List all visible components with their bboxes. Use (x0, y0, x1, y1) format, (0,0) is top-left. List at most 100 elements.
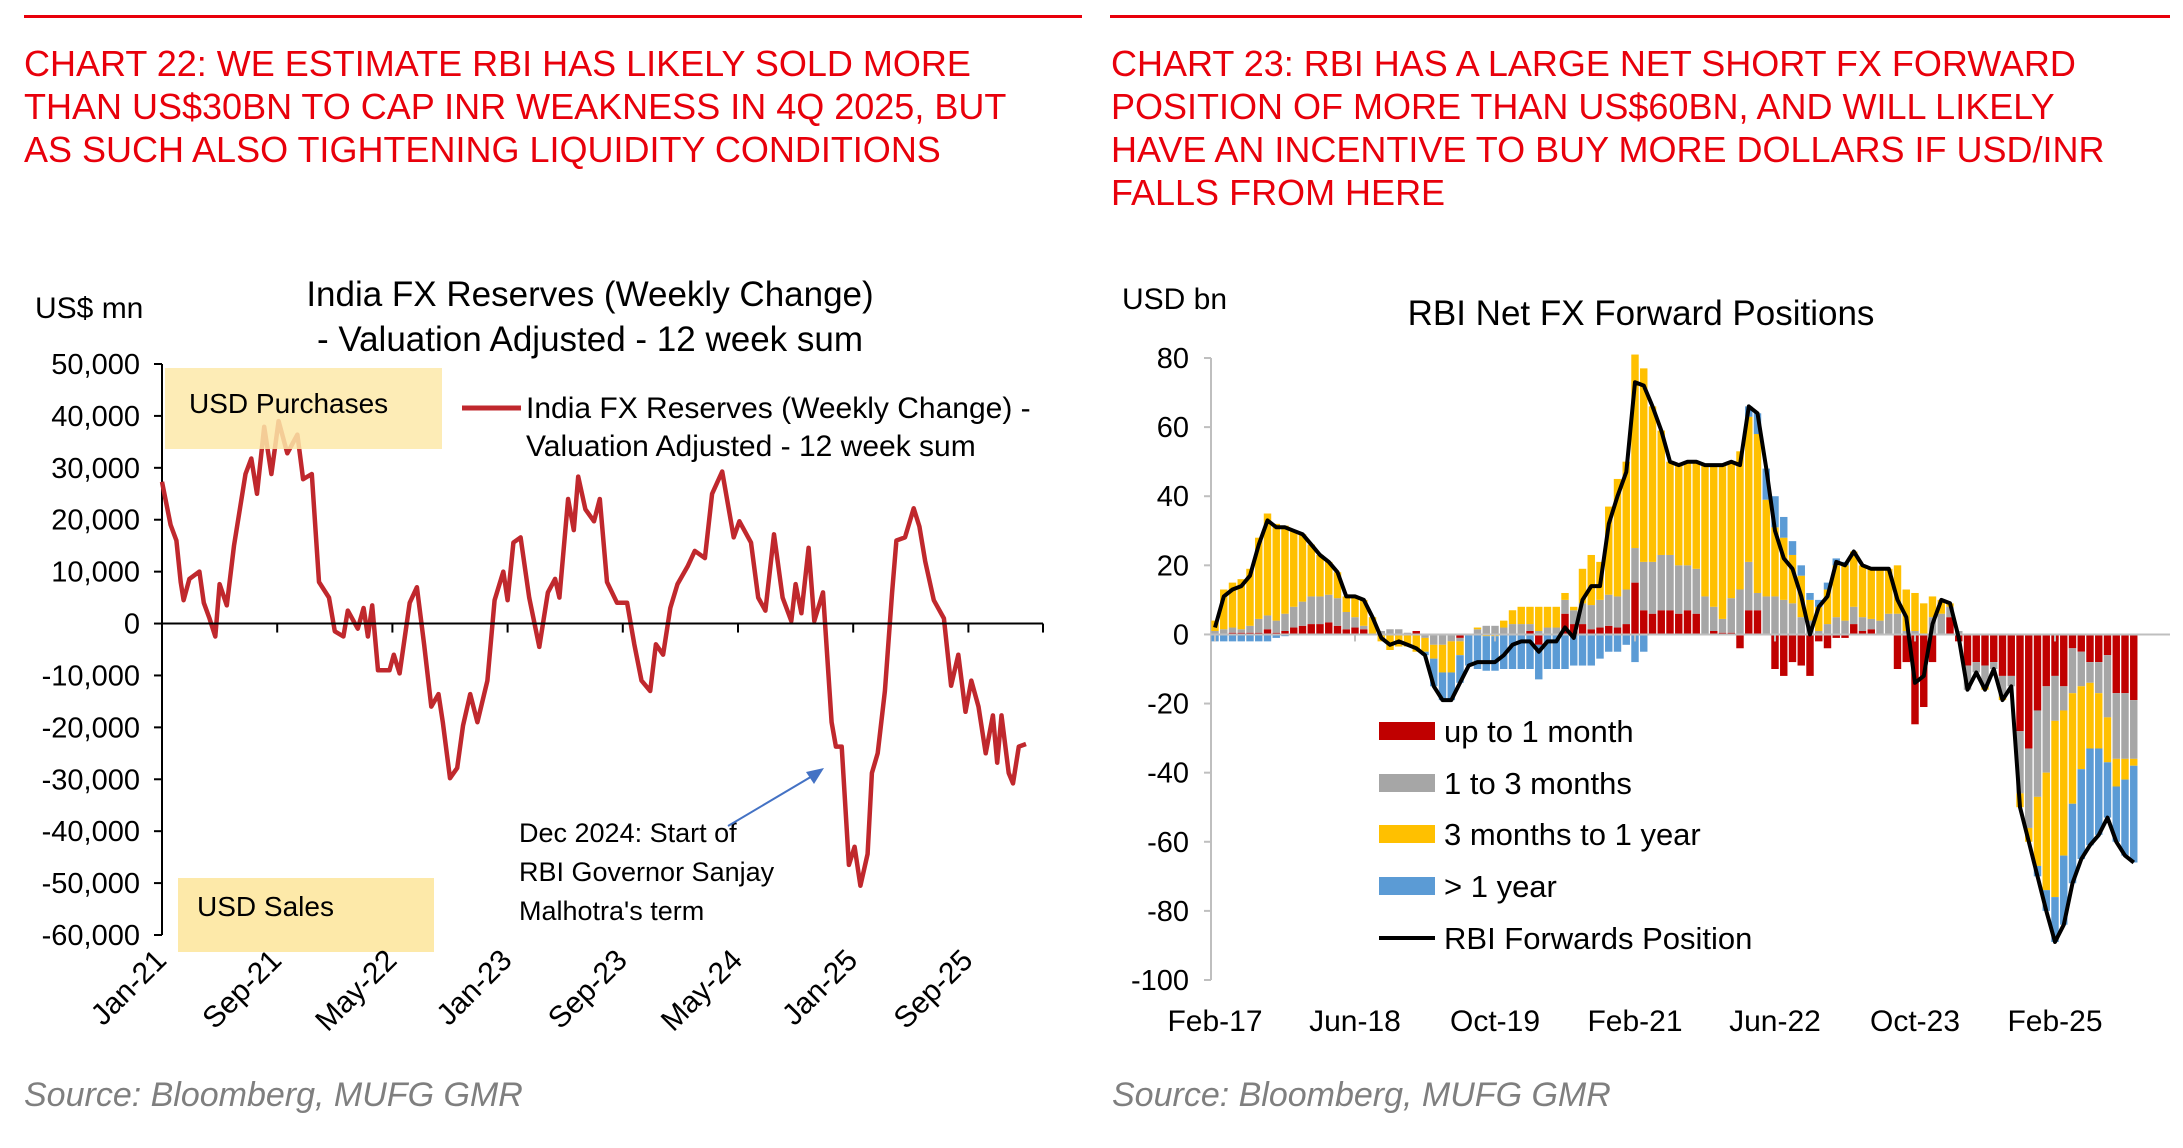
bar-segment-gray (1438, 634, 1447, 645)
bar-segment-yellow (1937, 599, 1945, 614)
bar-segment-yellow (2130, 758, 2138, 766)
bar-segment-yellow (1228, 582, 1237, 628)
bar-segment-gray (1342, 611, 1350, 630)
y-tick-label: 20 (1157, 550, 1189, 582)
bar-segment-red (1526, 630, 1534, 635)
bar-segment-blue (1438, 672, 1447, 701)
bar-segment-yellow (1281, 525, 1289, 614)
bar-segment-gray (1788, 603, 1797, 635)
bar-segment-gray (2086, 662, 2094, 683)
right-y-unit: USD bn (1122, 283, 1227, 316)
bar-segment-blue (1228, 634, 1237, 642)
bar-segment-red (1832, 634, 1840, 638)
annotation-arrowhead (806, 768, 824, 784)
usd-sales-box (178, 878, 434, 952)
bar-segment-yellow (1543, 606, 1552, 628)
bar-segment-red (1657, 610, 1665, 635)
y-tick-label: 40 (1157, 481, 1189, 513)
bar-segment-red (1535, 634, 1543, 645)
bar-segment-gray (1228, 627, 1237, 633)
bar-segment-yellow (1272, 523, 1280, 621)
legend-label: RBI Forwards Position (1444, 921, 1752, 956)
bar-segment-blue (1465, 634, 1473, 666)
bar-segment-gray (1683, 565, 1692, 611)
bar-segment-red (1815, 634, 1823, 642)
bar-segment-blue (1526, 634, 1534, 669)
right-top-rule (1110, 15, 2170, 18)
bar-segment-yellow (1473, 627, 1482, 630)
bar-segment-blue (1517, 634, 1525, 669)
bar-segment-gray (1640, 561, 1648, 611)
y-tick-label: 80 (1157, 343, 1189, 375)
bar-segment-gray (1657, 554, 1665, 611)
bar-segment-red (1307, 624, 1315, 635)
y-tick-label: 0 (1173, 619, 1189, 651)
bar-segment-red (2077, 634, 2085, 652)
x-tick-label: Sep-23 (542, 944, 634, 1036)
bar-segment-yellow (1657, 430, 1665, 555)
bar-segment-blue (1456, 655, 1464, 683)
bar-segment-blue (1430, 658, 1438, 687)
bar-segment-gray (1745, 561, 1753, 611)
left-chart-title: - Valuation Adjusted - 12 week sum (317, 320, 863, 359)
bar-segment-yellow (1753, 434, 1762, 593)
bar-segment-red (1788, 634, 1797, 663)
bar-segment-yellow (1622, 461, 1630, 590)
bar-segment-blue (1815, 599, 1823, 607)
bar-segment-yellow (1535, 606, 1543, 631)
y-tick-label: 50,000 (51, 349, 140, 381)
x-tick-label: Sep-25 (888, 944, 980, 1036)
annotation-arrow (727, 774, 815, 827)
legend-label: India FX Reserves (Weekly Change) - (526, 392, 1031, 425)
y-tick-label: -10,000 (42, 660, 140, 692)
bar-segment-yellow (1928, 596, 1937, 618)
left-y-unit: US$ mn (35, 292, 143, 325)
right-chart-title: RBI Net FX Forward Positions (1408, 294, 1875, 333)
bar-segment-yellow (1850, 551, 1858, 607)
bar-segment-yellow (1683, 461, 1692, 566)
bar-segment-blue (1272, 634, 1280, 638)
y-tick-label: -30,000 (42, 764, 140, 796)
bar-segment-gray (1762, 596, 1770, 635)
bar-segment-yellow (1307, 544, 1315, 597)
bar-segment-red (1858, 630, 1867, 635)
bar-segment-gray (1360, 625, 1368, 630)
x-tick-label: Jan-21 (85, 944, 173, 1032)
bar-segment-yellow (1508, 610, 1517, 625)
annotation-note: Dec 2024: Start of (519, 818, 737, 848)
bar-segment-yellow (1316, 554, 1324, 597)
bar-segment-red (2016, 634, 2024, 732)
bar-segment-red (2130, 634, 2138, 701)
bar-segment-red (1578, 624, 1587, 635)
bar-segment-yellow (1237, 579, 1245, 630)
bar-segment-yellow (1788, 554, 1797, 604)
bar-segment-yellow (1911, 592, 1919, 631)
bar-segment-red (1675, 613, 1683, 635)
bar-segment-gray (2095, 662, 2103, 694)
rbi-forwards-chart: USD bn RBI Net FX Forward Positions 80 60… (1122, 283, 2170, 1038)
bar-segment-yellow (2121, 758, 2129, 780)
bar-segment-blue (1570, 634, 1578, 666)
bar-segment-yellow (1298, 534, 1307, 602)
x-tick-label: Jan-23 (430, 944, 518, 1032)
bar-segment-blue (2042, 890, 2050, 911)
bar-segment-yellow (1675, 465, 1683, 566)
y-tick-label: -60 (1147, 827, 1189, 859)
bar-segment-red (1683, 610, 1692, 635)
bar-segment-red (1972, 634, 1980, 663)
bar-segment-gray (1981, 665, 1989, 687)
bar-segment-blue (1508, 634, 1517, 669)
bar-segment-gray (1692, 568, 1700, 614)
x-tick-label: Feb-21 (1587, 1005, 1682, 1038)
bar-segment-gray (1552, 627, 1560, 635)
bar-segment-gray (1421, 634, 1429, 638)
bar-segment-gray (1893, 613, 1902, 635)
bar-segment-gray (1325, 594, 1333, 623)
bar-segment-gray (2033, 710, 2042, 797)
bar-segment-red (1325, 622, 1333, 635)
bar-segment-blue (2112, 786, 2120, 842)
bar-segment-gray (2068, 648, 2077, 694)
bar-segment-gray (1578, 603, 1587, 625)
bar-segment-red (1613, 627, 1622, 635)
annotation-note: RBI Governor Sanjay (519, 857, 775, 887)
